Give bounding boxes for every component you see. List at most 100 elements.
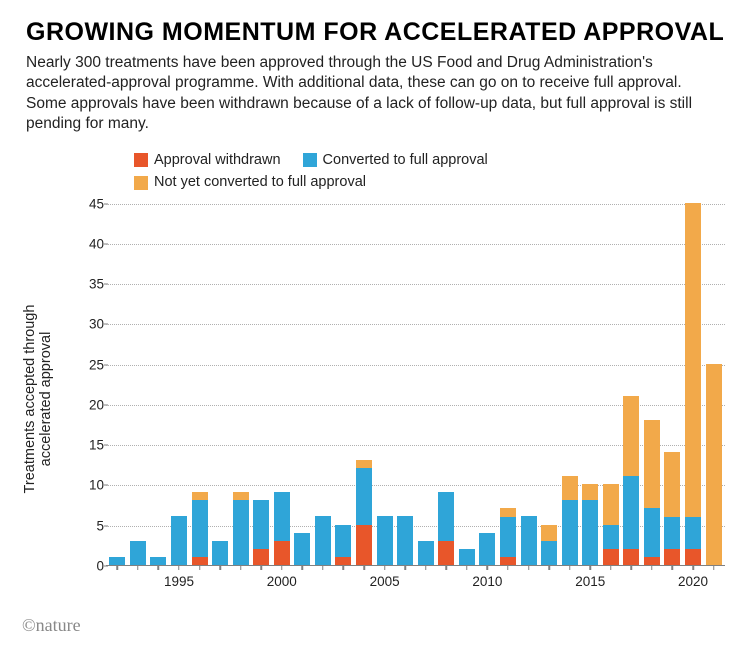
- x-tick-mark: [158, 565, 160, 570]
- bar-stack: [706, 364, 722, 565]
- legend-row-1: Approval withdrawn Converted to full app…: [134, 149, 725, 171]
- x-tick-mark: [343, 565, 345, 570]
- bar-segment-not_converted: [500, 508, 516, 516]
- x-tick-label: 2015: [575, 574, 605, 589]
- bar-slot: 2000: [272, 204, 293, 565]
- legend-label-withdrawn: Approval withdrawn: [154, 149, 281, 171]
- bar-stack: [418, 541, 434, 565]
- bar-slot: [621, 204, 642, 565]
- bar-segment-withdrawn: [192, 557, 208, 565]
- bar-segment-not_converted: [233, 492, 249, 500]
- x-tick-mark: [569, 565, 571, 570]
- x-tick-mark: [713, 565, 715, 570]
- bar-segment-converted: [541, 541, 557, 565]
- y-tick-label: 30: [82, 317, 104, 332]
- bars: 199520002005201020152020: [106, 204, 725, 565]
- bar-stack: [377, 516, 393, 564]
- bar-segment-converted: [664, 517, 680, 549]
- credit: ©nature: [22, 615, 81, 636]
- x-tick-mark: [548, 565, 550, 570]
- bar-segment-converted: [644, 508, 660, 556]
- x-tick-mark: [302, 565, 304, 570]
- y-tick-label: 0: [82, 558, 104, 573]
- bar-segment-not_converted: [356, 460, 372, 468]
- x-tick-mark: [363, 565, 365, 570]
- legend-item-converted: Converted to full approval: [303, 149, 488, 171]
- legend-item-withdrawn: Approval withdrawn: [134, 149, 281, 171]
- bar-stack: [623, 396, 639, 565]
- x-tick-mark: [199, 565, 201, 570]
- bar-segment-converted: [418, 541, 434, 565]
- x-tick-mark: [260, 565, 262, 570]
- bar-stack: [315, 516, 331, 564]
- x-tick-mark: [137, 565, 139, 570]
- x-tick-mark: [178, 565, 180, 570]
- bar-slot: [189, 204, 210, 565]
- bar-slot: [395, 204, 416, 565]
- legend-label-converted: Converted to full approval: [323, 149, 488, 171]
- x-tick-mark: [322, 565, 324, 570]
- bar-segment-withdrawn: [253, 549, 269, 565]
- bar-segment-converted: [685, 517, 701, 549]
- bar-stack: [438, 492, 454, 564]
- bar-segment-withdrawn: [644, 557, 660, 565]
- x-tick-label: 2020: [678, 574, 708, 589]
- bar-stack: [109, 557, 125, 565]
- bar-stack: [644, 420, 660, 565]
- bar-stack: [356, 460, 372, 565]
- bar-slot: [498, 204, 519, 565]
- x-tick-mark: [610, 565, 612, 570]
- bar-segment-withdrawn: [623, 549, 639, 565]
- bar-segment-not_converted: [192, 492, 208, 500]
- x-tick-mark: [404, 565, 406, 570]
- bar-stack: [335, 525, 351, 565]
- bar-segment-converted: [377, 516, 393, 564]
- x-tick-mark: [631, 565, 633, 570]
- bar-slot: [128, 204, 149, 565]
- bar-segment-not_converted: [582, 484, 598, 500]
- bar-slot: 1995: [169, 204, 190, 565]
- chart-subtitle: Nearly 300 treatments have been approved…: [26, 53, 725, 135]
- x-tick-mark: [466, 565, 468, 570]
- bar-slot: 2015: [580, 204, 601, 565]
- bar-slot: 2010: [477, 204, 498, 565]
- bar-stack: [685, 203, 701, 565]
- bar-stack: [459, 549, 475, 565]
- x-tick-mark: [507, 565, 509, 570]
- x-tick-mark: [528, 565, 530, 570]
- x-tick-mark: [487, 565, 489, 570]
- legend-swatch-notconverted: [134, 176, 148, 190]
- bar-stack: [500, 508, 516, 564]
- bar-segment-converted: [294, 533, 310, 565]
- x-tick-mark: [651, 565, 653, 570]
- bar-stack: [562, 476, 578, 564]
- bar-segment-withdrawn: [335, 557, 351, 565]
- x-tick-mark: [240, 565, 242, 570]
- bar-segment-converted: [212, 541, 228, 565]
- bar-segment-withdrawn: [274, 541, 290, 565]
- bar-segment-withdrawn: [356, 525, 372, 565]
- chart-title: GROWING MOMENTUM FOR ACCELERATED APPROVA…: [26, 18, 725, 47]
- bar-stack: [171, 516, 187, 564]
- bar-segment-converted: [192, 500, 208, 556]
- bar-segment-converted: [335, 525, 351, 557]
- bar-slot: [251, 204, 272, 565]
- bar-segment-not_converted: [664, 452, 680, 516]
- y-tick-label: 20: [82, 397, 104, 412]
- x-tick-label: 2010: [472, 574, 502, 589]
- bar-segment-not_converted: [644, 420, 660, 508]
- bar-segment-converted: [459, 549, 475, 565]
- bar-stack: [664, 452, 680, 565]
- x-tick-mark: [672, 565, 674, 570]
- bar-slot: [107, 204, 128, 565]
- bar-stack: [253, 500, 269, 564]
- bar-stack: [541, 525, 557, 565]
- x-tick-mark: [589, 565, 591, 570]
- x-tick-mark: [117, 565, 119, 570]
- bar-segment-not_converted: [562, 476, 578, 500]
- x-tick-mark: [219, 565, 221, 570]
- bar-segment-converted: [315, 516, 331, 564]
- bar-segment-converted: [130, 541, 146, 565]
- bar-slot: [333, 204, 354, 565]
- bar-slot: [292, 204, 313, 565]
